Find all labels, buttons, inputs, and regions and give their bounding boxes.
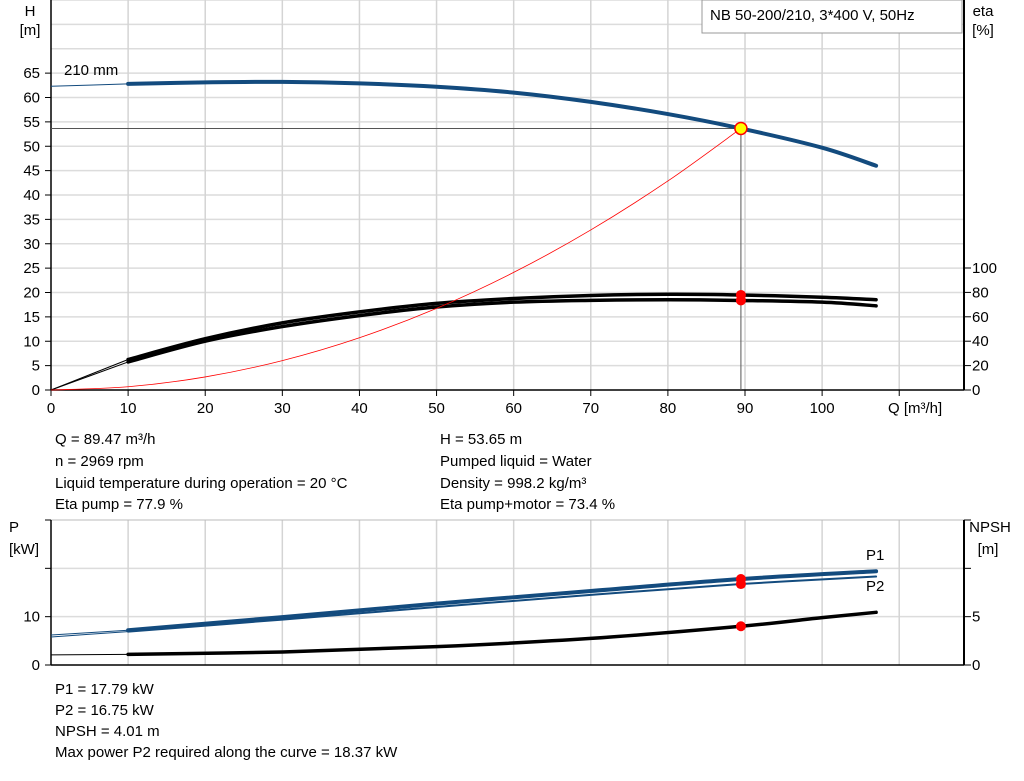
p-tick-label: 10: [23, 609, 40, 626]
info-temperature: Liquid temperature during operation = 20…: [55, 475, 348, 492]
eta-pump-motor-point: [735, 295, 746, 306]
npsh-axis-unit: [m]: [978, 541, 999, 558]
eta-tick-label: 40: [972, 333, 989, 350]
info-npsh: NPSH = 4.01 m: [55, 723, 160, 740]
info-h: H = 53.65 m: [440, 431, 523, 448]
eta-tick-label: 80: [972, 284, 989, 301]
y-tick-label: 55: [23, 114, 40, 131]
h-axis-label: H: [25, 3, 36, 20]
p2-curve-extension: [50, 631, 129, 638]
y-tick-label: 45: [23, 163, 40, 180]
system-curve: [50, 128, 742, 391]
h-axis-unit: [m]: [20, 22, 41, 39]
info-p1: P1 = 17.79 kW: [55, 681, 154, 698]
curve-label: 210 mm: [64, 62, 118, 79]
x-tick-label: 20: [197, 400, 214, 417]
x-tick-label: 0: [47, 400, 55, 417]
x-tick-label: 90: [737, 400, 754, 417]
eta-tick-label: 60: [972, 309, 989, 326]
y-tick-label: 5: [32, 358, 40, 375]
p1-curve-extension: [50, 629, 129, 636]
info-speed: n = 2969 rpm: [55, 453, 144, 470]
info-q: Q = 89.47 m³/h: [55, 431, 156, 448]
eta-tick-label: 20: [972, 358, 989, 375]
eta-axis-unit: [%]: [972, 22, 994, 39]
x-tick-label: 80: [660, 400, 677, 417]
duty-point: [734, 121, 748, 136]
p2-curve: [127, 575, 878, 633]
y-tick-label: 50: [23, 138, 40, 155]
x-tick-label: 40: [351, 400, 368, 417]
eta-axis-label: eta: [973, 3, 995, 20]
x-tick-label: 30: [274, 400, 291, 417]
p2-curve-label: P2: [866, 578, 884, 595]
info-eta-pump: Eta pump = 77.9 %: [55, 496, 183, 513]
info-density: Density = 998.2 kg/m³: [440, 475, 587, 492]
info-eta-pump-motor: Eta pump+motor = 73.4 %: [440, 496, 616, 513]
npsh-curve: [126, 610, 878, 657]
y-tick-label: 65: [23, 65, 40, 82]
y-tick-label: 15: [23, 309, 40, 326]
y-tick-label: 10: [23, 333, 40, 350]
eta-pump-motor-curve: [126, 297, 878, 364]
y-tick-label: 20: [23, 285, 40, 302]
x-tick-label: 100: [810, 400, 835, 417]
x-tick-label: 10: [120, 400, 137, 417]
x-tick-label: 70: [582, 400, 599, 417]
efficiency-curve-extension: [50, 361, 129, 391]
eta-tick-label: 100: [972, 260, 997, 277]
p-axis-unit: [kW]: [9, 541, 39, 558]
y-tick-label: 25: [23, 260, 40, 277]
eta-tick-label: 0: [972, 382, 980, 399]
info-p2: P2 = 16.75 kW: [55, 702, 154, 719]
info-liquid: Pumped liquid = Water: [440, 453, 592, 470]
chart-title: NB 50-200/210, 3*400 V, 50Hz: [710, 7, 915, 24]
npsh-axis-label: NPSH: [969, 519, 1011, 536]
p-axis-label: P: [9, 519, 19, 536]
eta-pump-curve: [126, 292, 878, 362]
p2-point: [735, 579, 746, 590]
p1-curve: [126, 569, 879, 633]
y-tick-label: 60: [23, 90, 40, 107]
head-curve-extension: [50, 83, 129, 87]
info-max-power: Max power P2 required along the curve = …: [55, 744, 398, 761]
npsh-point: [735, 621, 746, 632]
p-tick-label: 0: [32, 657, 40, 674]
head-curve: [126, 79, 879, 168]
x-tick-label: 60: [505, 400, 522, 417]
y-tick-label: 40: [23, 187, 40, 204]
npsh-tick-label: 0: [972, 657, 980, 674]
x-tick-label: 50: [428, 400, 445, 417]
y-tick-label: 35: [23, 211, 40, 228]
y-tick-label: 30: [23, 236, 40, 253]
npsh-tick-label: 5: [972, 609, 980, 626]
x-axis-label: Q [m³/h]: [888, 400, 942, 417]
p1-curve-label: P1: [866, 547, 884, 564]
y-tick-label: 0: [32, 382, 40, 399]
title-box: [701, 0, 963, 34]
